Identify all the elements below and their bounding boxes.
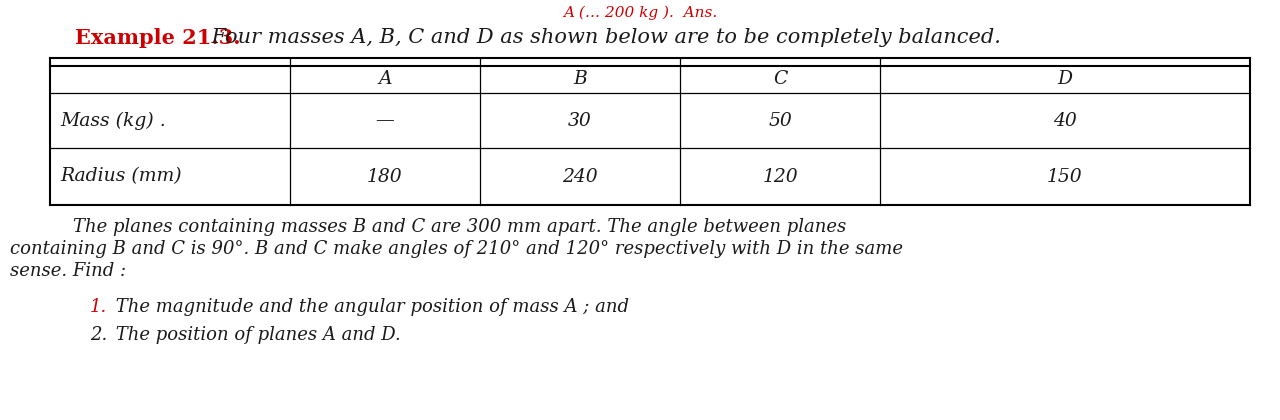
Text: containing B and C is 90°. B and C make angles of 210° and 120° respectively wit: containing B and C is 90°. B and C make … [10,240,902,258]
Text: Four masses A, B, C and D as shown below are to be completely balanced.: Four masses A, B, C and D as shown below… [205,28,1001,47]
Text: The position of planes A and D.: The position of planes A and D. [110,326,401,344]
Text: C: C [773,71,787,89]
Text: B: B [573,71,586,89]
Text: Mass (kg) .: Mass (kg) . [60,111,165,130]
Text: 40: 40 [1053,111,1076,129]
Text: 30: 30 [568,111,591,129]
Text: Radius (mm): Radius (mm) [60,168,182,186]
Text: 180: 180 [367,168,403,186]
Text: 50: 50 [768,111,792,129]
Text: —: — [375,111,394,129]
Text: D: D [1057,71,1073,89]
Text: 1.: 1. [90,298,108,316]
Text: sense. Find :: sense. Find : [10,262,127,280]
Text: The planes containing masses B and C are 300 mm apart. The angle between planes: The planes containing masses B and C are… [50,218,846,236]
Text: A (… 200 kg ).  Ans.: A (… 200 kg ). Ans. [563,6,717,21]
Text: 150: 150 [1047,168,1083,186]
Text: A: A [379,71,392,89]
Text: 120: 120 [762,168,797,186]
Text: The magnitude and the angular position of mass A ; and: The magnitude and the angular position o… [110,298,628,316]
Text: 2.: 2. [90,326,108,344]
Text: Example 21.3.: Example 21.3. [76,28,241,48]
Text: 240: 240 [562,168,598,186]
